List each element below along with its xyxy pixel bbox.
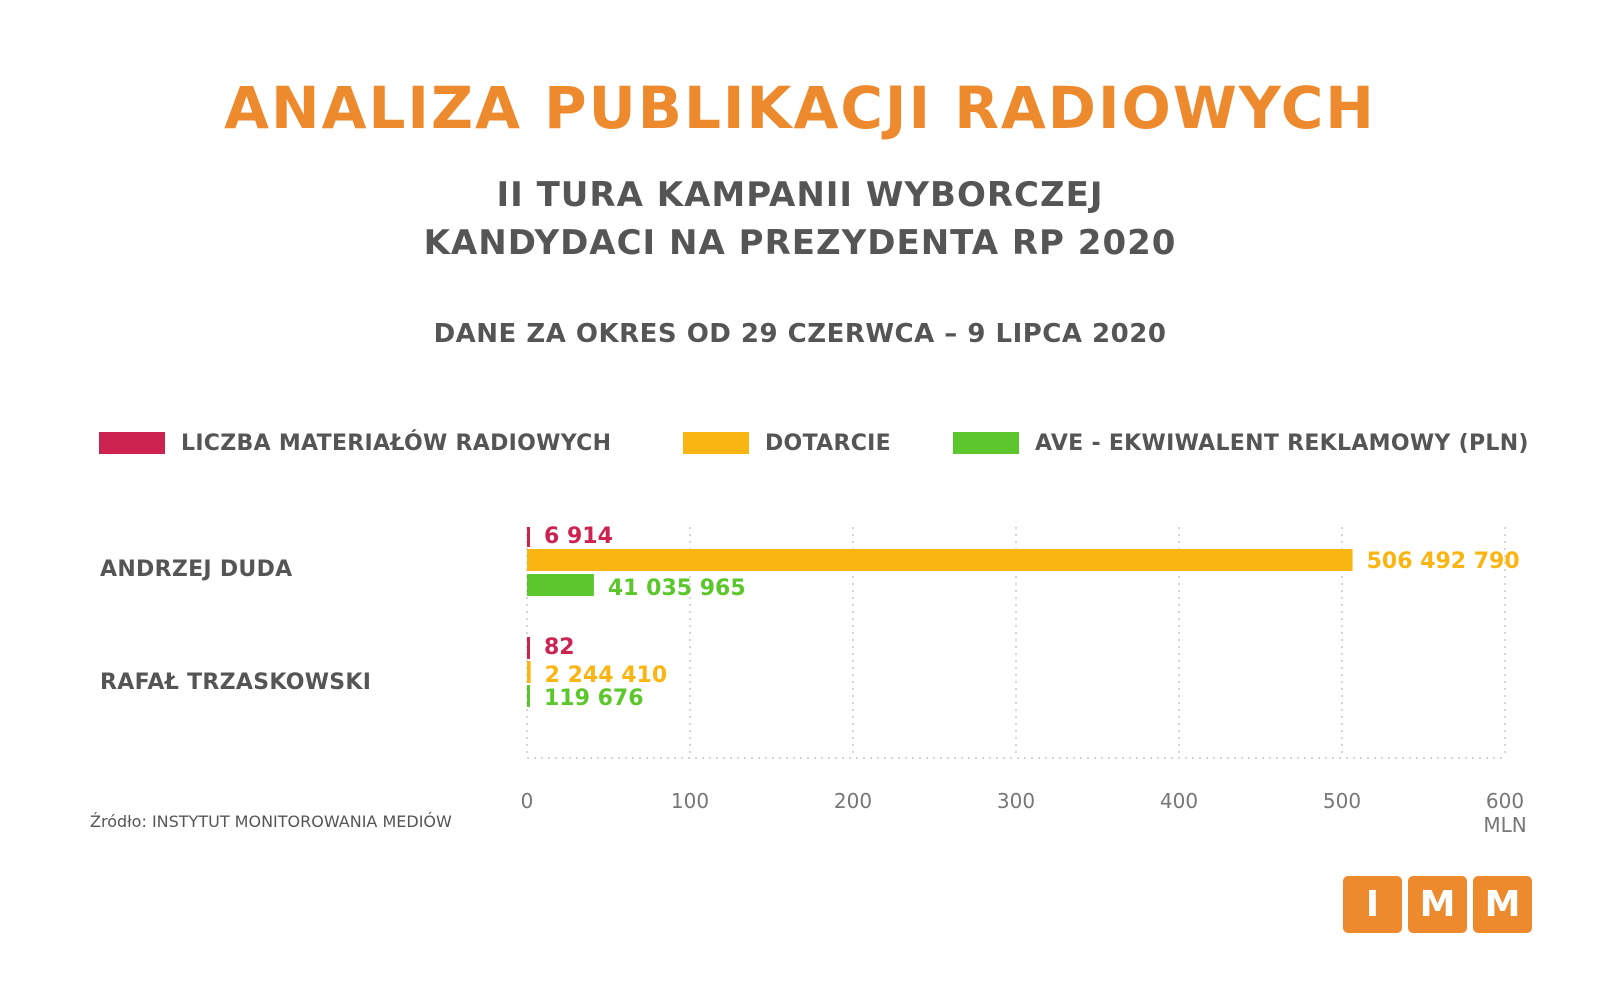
x-unit-label: MLN — [1483, 813, 1526, 837]
x-tick-label-400: 400 — [1160, 789, 1198, 813]
legend-swatch-materials — [99, 432, 165, 454]
bar-duda-ave — [527, 574, 594, 596]
legend-item-reach: DOTARCIE — [683, 428, 891, 458]
logo-letter-m1: M — [1408, 876, 1467, 933]
x-tick-label-500: 500 — [1323, 789, 1361, 813]
legend-label-reach: DOTARCIE — [765, 430, 891, 456]
source-note: Źródło: INSTYTUT MONITOROWANIA MEDIÓW — [90, 812, 452, 831]
chart-subtitle-line2: KANDYDACI NA PREZYDENTA RP 2020 — [423, 223, 1177, 263]
value-label-trzaskowski-materials: 82 — [544, 635, 575, 660]
bar-trzaskowski-materials — [527, 637, 530, 659]
value-label-duda-materials: 6 914 — [544, 524, 613, 549]
value-label-trzaskowski-ave: 119 676 — [544, 686, 644, 711]
value-label-trzaskowski-reach: 2 244 410 — [545, 663, 667, 688]
logo-letter-i: I — [1343, 876, 1402, 933]
value-label-duda-ave: 41 035 965 — [608, 576, 746, 601]
x-tick-label-200: 200 — [834, 789, 872, 813]
bar-duda-materials — [527, 527, 530, 547]
x-tick-label-100: 100 — [671, 789, 709, 813]
data-period: DANE ZA OKRES OD 29 CZERWCA – 9 LIPCA 20… — [433, 319, 1167, 349]
value-label-duda-reach: 506 492 790 — [1367, 549, 1520, 574]
chart-title: ANALIZA PUBLIKACJI RADIOWYCH — [224, 74, 1376, 142]
category-label-duda: ANDRZEJ DUDA — [100, 557, 293, 582]
x-tick-label-0: 0 — [521, 789, 534, 813]
legend-label-ave: AVE - EKWIWALENT REKLAMOWY (PLN) — [1035, 430, 1529, 456]
legend-swatch-reach — [683, 432, 749, 454]
legend-swatch-ave — [953, 432, 1019, 454]
legend-item-materials: LICZBA MATERIAŁÓW RADIOWYCH — [99, 428, 611, 458]
chart-subtitle-line1: II TURA KAMPANII WYBORCZEJ — [496, 175, 1104, 215]
logo-letter-m2: M — [1473, 876, 1532, 933]
x-tick-label-300: 300 — [997, 789, 1035, 813]
x-tick-label-600: 600 — [1486, 789, 1524, 813]
bar-trzaskowski-reach — [527, 661, 531, 683]
bar-trzaskowski-ave — [527, 685, 530, 707]
legend-label-materials: LICZBA MATERIAŁÓW RADIOWYCH — [181, 430, 612, 456]
legend-item-ave: AVE - EKWIWALENT REKLAMOWY (PLN) — [953, 428, 1529, 458]
bar-duda-reach — [527, 549, 1353, 571]
category-label-trzaskowski: RAFAŁ TRZASKOWSKI — [100, 670, 372, 695]
imm-logo: I M M — [1343, 876, 1532, 933]
